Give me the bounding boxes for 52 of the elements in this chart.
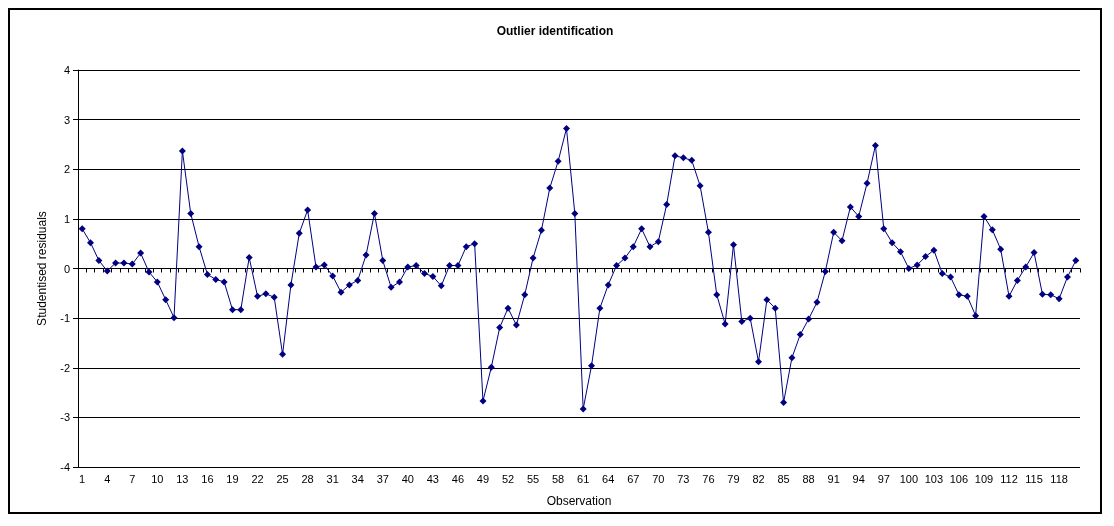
x-tick-label: 64 [602, 472, 615, 485]
x-tick-label: 52 [501, 472, 515, 485]
x-tick-label: 49 [476, 472, 490, 485]
y-tick-label: -3 [60, 411, 70, 424]
x-tick-label: 10 [151, 472, 164, 485]
x-tick-label: 61 [577, 472, 590, 485]
x-tick-label: 97 [877, 472, 890, 485]
y-tick-label: 3 [63, 113, 70, 126]
x-tick-label: 103 [924, 472, 944, 485]
y-tick-label: 1 [63, 212, 70, 225]
x-tick-label: 58 [552, 472, 565, 485]
y-tick-label: 0 [63, 262, 70, 275]
y-tick-label: 2 [63, 163, 70, 176]
x-tick-label: 28 [301, 472, 314, 485]
x-tick-label: 109 [974, 472, 994, 485]
x-tick-label: 76 [702, 472, 715, 485]
x-tick-label: 40 [401, 472, 414, 485]
y-axis-title: Studentised residuals [35, 211, 49, 326]
x-tick-label: 79 [727, 472, 740, 485]
x-tick-label: 13 [176, 472, 189, 485]
chart-title: Outlier identification [496, 24, 614, 38]
x-tick-label: 106 [949, 472, 969, 485]
x-tick-label: 25 [276, 472, 289, 485]
y-tick-label: -1 [60, 312, 70, 325]
x-tick-label: 94 [852, 472, 865, 485]
x-tick-label: 7 [129, 472, 136, 485]
x-axis-title: Observation [546, 494, 612, 508]
x-tick-label: 91 [827, 472, 840, 485]
x-tick-label: 19 [226, 472, 239, 485]
x-tick-label: 88 [802, 472, 815, 485]
x-tick-label: 85 [777, 472, 790, 485]
y-tick-label: 4 [63, 64, 70, 76]
x-tick-label: 115 [1025, 472, 1043, 485]
x-tick-label: 100 [899, 472, 918, 485]
x-tick-label: 46 [451, 472, 465, 485]
x-tick-label: 67 [627, 472, 640, 485]
x-tick-label: 37 [376, 472, 389, 485]
x-tick-label: 73 [677, 472, 690, 485]
x-tick-label: 16 [201, 472, 214, 485]
x-tick-label: 43 [426, 472, 439, 485]
x-tick-label: 34 [351, 472, 364, 485]
x-tick-label: 112 [1000, 472, 1018, 485]
x-tick-label: 31 [326, 472, 339, 485]
x-tick-label: 70 [652, 472, 665, 485]
x-tick-label: 82 [752, 472, 765, 485]
x-tick-label: 55 [526, 472, 540, 485]
y-tick-label: -2 [60, 361, 70, 374]
x-tick-label: 118 [1050, 472, 1068, 485]
x-tick-label: 4 [104, 472, 111, 485]
x-tick-label: 22 [251, 472, 264, 485]
y-tick-label: -4 [60, 461, 70, 473]
x-tick-label: 1 [79, 472, 86, 485]
